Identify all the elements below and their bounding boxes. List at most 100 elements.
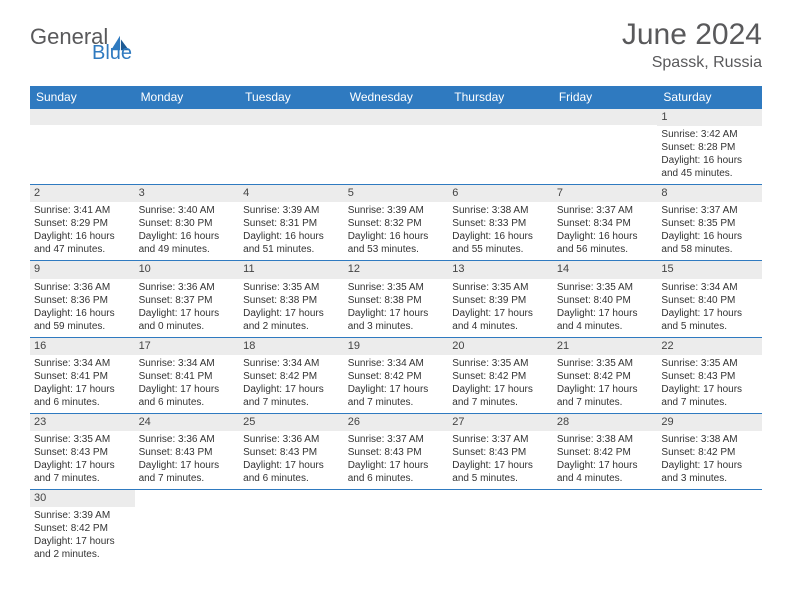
day-details: Sunrise: 3:34 AMSunset: 8:41 PMDaylight:… — [135, 355, 240, 413]
week-row: 2Sunrise: 3:41 AMSunset: 8:29 PMDaylight… — [30, 185, 762, 261]
day-number — [448, 490, 553, 506]
day-cell — [239, 109, 344, 184]
day-details: Sunrise: 3:37 AMSunset: 8:34 PMDaylight:… — [553, 202, 658, 260]
daylight-text: Daylight: 17 hours and 3 minutes. — [348, 307, 445, 333]
day-cell: 17Sunrise: 3:34 AMSunset: 8:41 PMDayligh… — [135, 338, 240, 413]
daylight-text: Daylight: 17 hours and 4 minutes. — [557, 307, 654, 333]
day-number: 30 — [30, 490, 135, 507]
day-cell: 21Sunrise: 3:35 AMSunset: 8:42 PMDayligh… — [553, 338, 658, 413]
sunrise-text: Sunrise: 3:37 AM — [661, 204, 758, 217]
sunset-text: Sunset: 8:41 PM — [139, 370, 236, 383]
sunset-text: Sunset: 8:42 PM — [452, 370, 549, 383]
day-cell — [135, 490, 240, 565]
day-number — [344, 109, 449, 125]
sunrise-text: Sunrise: 3:40 AM — [139, 204, 236, 217]
brand-part2: Blue — [92, 42, 132, 65]
sunrise-text: Sunrise: 3:38 AM — [661, 433, 758, 446]
day-cell: 1Sunrise: 3:42 AMSunset: 8:28 PMDaylight… — [657, 109, 762, 184]
calendar-grid: SundayMondayTuesdayWednesdayThursdayFrid… — [30, 86, 762, 565]
sunrise-text: Sunrise: 3:36 AM — [139, 281, 236, 294]
daylight-text: Daylight: 17 hours and 3 minutes. — [661, 459, 758, 485]
month-title: June 2024 — [622, 18, 762, 52]
day-cell: 20Sunrise: 3:35 AMSunset: 8:42 PMDayligh… — [448, 338, 553, 413]
sunrise-text: Sunrise: 3:34 AM — [243, 357, 340, 370]
day-number — [448, 109, 553, 125]
day-details: Sunrise: 3:35 AMSunset: 8:40 PMDaylight:… — [553, 279, 658, 337]
day-cell: 7Sunrise: 3:37 AMSunset: 8:34 PMDaylight… — [553, 185, 658, 260]
sunset-text: Sunset: 8:42 PM — [243, 370, 340, 383]
day-cell: 29Sunrise: 3:38 AMSunset: 8:42 PMDayligh… — [657, 414, 762, 489]
day-cell: 28Sunrise: 3:38 AMSunset: 8:42 PMDayligh… — [553, 414, 658, 489]
day-details: Sunrise: 3:38 AMSunset: 8:33 PMDaylight:… — [448, 202, 553, 260]
weekday-header: Tuesday — [239, 86, 344, 109]
day-cell — [553, 109, 658, 184]
day-details: Sunrise: 3:38 AMSunset: 8:42 PMDaylight:… — [657, 431, 762, 489]
day-cell: 6Sunrise: 3:38 AMSunset: 8:33 PMDaylight… — [448, 185, 553, 260]
week-row: 30Sunrise: 3:39 AMSunset: 8:42 PMDayligh… — [30, 490, 762, 565]
day-number — [657, 490, 762, 506]
brand-logo: GeneralBlue — [30, 24, 132, 65]
day-number — [30, 109, 135, 125]
day-cell: 24Sunrise: 3:36 AMSunset: 8:43 PMDayligh… — [135, 414, 240, 489]
sunset-text: Sunset: 8:43 PM — [243, 446, 340, 459]
page-header: GeneralBlue June 2024 Spassk, Russia — [0, 0, 792, 80]
day-number: 5 — [344, 185, 449, 202]
daylight-text: Daylight: 17 hours and 7 minutes. — [557, 383, 654, 409]
day-number: 29 — [657, 414, 762, 431]
sunset-text: Sunset: 8:28 PM — [661, 141, 758, 154]
sunset-text: Sunset: 8:29 PM — [34, 217, 131, 230]
sunrise-text: Sunrise: 3:37 AM — [452, 433, 549, 446]
daylight-text: Daylight: 17 hours and 5 minutes. — [452, 459, 549, 485]
day-details: Sunrise: 3:35 AMSunset: 8:38 PMDaylight:… — [239, 279, 344, 337]
day-details: Sunrise: 3:37 AMSunset: 8:43 PMDaylight:… — [448, 431, 553, 489]
daylight-text: Daylight: 16 hours and 59 minutes. — [34, 307, 131, 333]
day-number: 22 — [657, 338, 762, 355]
day-cell: 4Sunrise: 3:39 AMSunset: 8:31 PMDaylight… — [239, 185, 344, 260]
weekday-header: Wednesday — [344, 86, 449, 109]
day-cell — [448, 490, 553, 565]
day-number: 15 — [657, 261, 762, 278]
day-number: 11 — [239, 261, 344, 278]
day-number: 26 — [344, 414, 449, 431]
sunrise-text: Sunrise: 3:39 AM — [243, 204, 340, 217]
day-number: 6 — [448, 185, 553, 202]
sunset-text: Sunset: 8:40 PM — [661, 294, 758, 307]
daylight-text: Daylight: 16 hours and 55 minutes. — [452, 230, 549, 256]
daylight-text: Daylight: 16 hours and 53 minutes. — [348, 230, 445, 256]
daylight-text: Daylight: 17 hours and 7 minutes. — [452, 383, 549, 409]
sunset-text: Sunset: 8:42 PM — [661, 446, 758, 459]
sunrise-text: Sunrise: 3:36 AM — [243, 433, 340, 446]
sunset-text: Sunset: 8:42 PM — [557, 370, 654, 383]
day-details: Sunrise: 3:37 AMSunset: 8:35 PMDaylight:… — [657, 202, 762, 260]
daylight-text: Daylight: 17 hours and 2 minutes. — [34, 535, 131, 561]
sunrise-text: Sunrise: 3:35 AM — [34, 433, 131, 446]
sunrise-text: Sunrise: 3:38 AM — [452, 204, 549, 217]
day-number: 20 — [448, 338, 553, 355]
day-number — [553, 490, 658, 506]
day-cell: 23Sunrise: 3:35 AMSunset: 8:43 PMDayligh… — [30, 414, 135, 489]
sunset-text: Sunset: 8:36 PM — [34, 294, 131, 307]
weekday-header: Monday — [135, 86, 240, 109]
sunset-text: Sunset: 8:37 PM — [139, 294, 236, 307]
daylight-text: Daylight: 17 hours and 2 minutes. — [243, 307, 340, 333]
day-details: Sunrise: 3:34 AMSunset: 8:41 PMDaylight:… — [30, 355, 135, 413]
sunrise-text: Sunrise: 3:34 AM — [661, 281, 758, 294]
title-block: June 2024 Spassk, Russia — [622, 18, 762, 72]
day-cell: 18Sunrise: 3:34 AMSunset: 8:42 PMDayligh… — [239, 338, 344, 413]
sunrise-text: Sunrise: 3:35 AM — [243, 281, 340, 294]
sunrise-text: Sunrise: 3:34 AM — [139, 357, 236, 370]
day-cell: 5Sunrise: 3:39 AMSunset: 8:32 PMDaylight… — [344, 185, 449, 260]
week-row: 1Sunrise: 3:42 AMSunset: 8:28 PMDaylight… — [30, 109, 762, 185]
day-number: 23 — [30, 414, 135, 431]
weekday-header: Saturday — [657, 86, 762, 109]
day-cell: 2Sunrise: 3:41 AMSunset: 8:29 PMDaylight… — [30, 185, 135, 260]
day-details: Sunrise: 3:35 AMSunset: 8:38 PMDaylight:… — [344, 279, 449, 337]
week-row: 23Sunrise: 3:35 AMSunset: 8:43 PMDayligh… — [30, 414, 762, 490]
sunset-text: Sunset: 8:43 PM — [452, 446, 549, 459]
sunset-text: Sunset: 8:38 PM — [348, 294, 445, 307]
day-details: Sunrise: 3:36 AMSunset: 8:37 PMDaylight:… — [135, 279, 240, 337]
day-number: 27 — [448, 414, 553, 431]
sunrise-text: Sunrise: 3:36 AM — [139, 433, 236, 446]
sunrise-text: Sunrise: 3:38 AM — [557, 433, 654, 446]
sunrise-text: Sunrise: 3:37 AM — [557, 204, 654, 217]
